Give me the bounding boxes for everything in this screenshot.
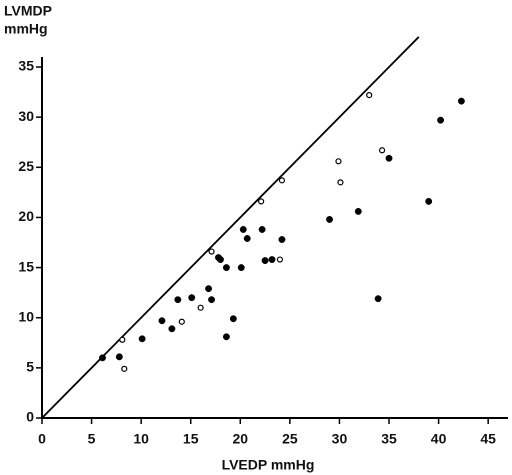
filled-point [229,315,237,323]
filled-point [457,97,465,105]
x-tick-label: 45 [480,431,496,447]
open-point [366,92,373,99]
x-tick-label: 20 [233,431,249,447]
filled-point [115,353,123,361]
y-tick-label: 10 [18,308,34,324]
filled-point [99,354,106,362]
filled-point [158,317,166,325]
filled-point [208,296,215,304]
y-tick-label: 35 [18,58,34,74]
filled-point [188,294,196,302]
open-point [208,248,215,255]
filled-point [437,116,445,124]
x-tick-label: 35 [381,431,397,447]
filled-point [222,333,230,341]
y-axis-label: LVMDP [4,3,52,19]
y-tick-label: 20 [18,208,34,224]
filled-point [205,285,213,293]
filled-point [425,197,433,205]
open-point [119,336,126,343]
filled-point [268,256,276,264]
open-point [197,304,204,311]
filled-point [374,295,382,303]
filled-point [168,325,176,333]
filled-point [239,226,247,233]
open-point [178,318,185,325]
filled-point [217,256,224,264]
x-tick-label: 40 [431,431,447,447]
x-tick-label: 25 [282,431,298,447]
x-tick-label: 0 [38,431,46,447]
open-point [378,147,386,154]
y-tick-label: 0 [26,409,34,425]
filled-point [258,226,266,233]
filled-point [261,257,269,265]
x-tick-label: 5 [88,431,96,447]
filled-point [222,264,230,272]
y-tick-label: 5 [26,359,34,375]
y-axis-unit: mmHg [4,21,48,37]
y-tick-label: 30 [18,108,34,124]
filled-point [243,235,251,242]
open-point [335,158,342,165]
y-tick-label: 15 [18,258,34,274]
open-point [121,365,128,372]
open-point [278,177,286,184]
open-point [258,198,265,205]
filled-point [237,264,245,272]
open-point [276,256,284,263]
open-point [337,179,344,186]
filled-point [354,207,362,215]
y-tick-label: 25 [18,158,34,174]
filled-point [174,296,182,304]
filled-point [278,236,286,243]
x-tick-label: 15 [183,431,199,447]
filled-point [326,216,333,223]
x-tick-label: 30 [332,431,348,447]
x-tick-label: 10 [133,431,149,447]
filled-point [138,335,146,343]
filled-point [385,154,393,162]
x-axis-label: LVEDP mmHg [222,457,315,473]
identity-line [41,36,420,419]
